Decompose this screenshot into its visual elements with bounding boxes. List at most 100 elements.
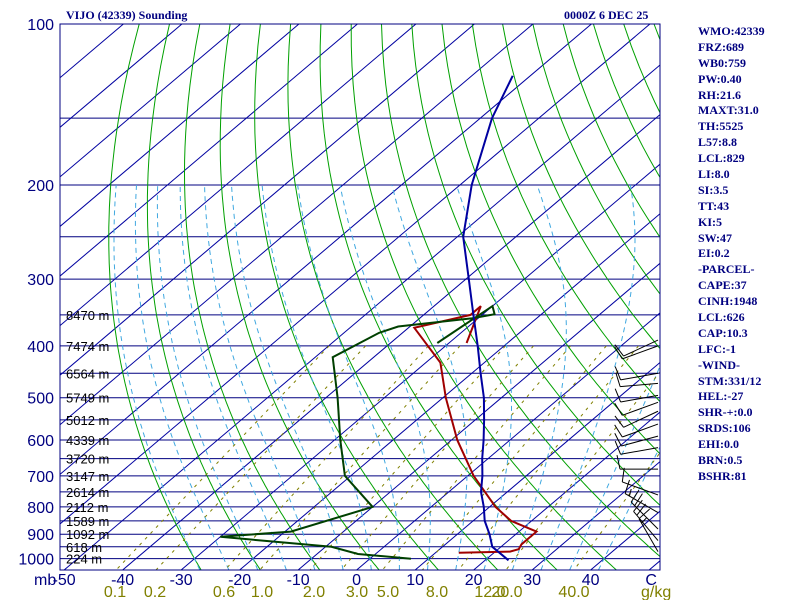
index-item: -PARCEL- [698,262,755,277]
mixing-ratio-label: 0.6 [213,584,235,600]
mixing-ratio-line [224,345,429,570]
height-label: 7474 m [66,339,109,354]
temperature-trace [462,75,514,562]
moist-adiabat [156,184,259,570]
mixing-ratio-label: 8.0 [426,584,448,600]
isotherm-line [63,64,660,570]
wind-barb [614,433,659,447]
mixing-ratio-line [458,345,639,570]
height-label: 8470 m [66,308,109,323]
plot-frame [59,23,661,571]
dry-adiabat [471,24,660,403]
dry-adiabat [183,24,321,570]
index-item: TH:5525 [698,119,744,134]
dry-adiabat [775,24,800,570]
temperature-tick-label: 40 [582,572,600,589]
mixing-ratio-unit-label: g/kg [641,584,671,600]
isotherm-line [60,24,417,327]
dry-adiabat [350,24,617,570]
isotherm-line [473,411,660,570]
stability-indices-panel: WMO:42339 FRZ:689 WB0:759 PW:0.40 RH:21.6 MAX… [698,24,765,485]
mixing-ratio-line [259,345,461,570]
height-label: 2614 m [66,485,109,500]
wind-barb [621,467,659,496]
index-item: SRDS:106 [698,421,751,436]
moist-adiabat [569,364,660,570]
moist-adiabat [113,184,201,570]
isotherm-line [60,24,475,376]
wind-barb [614,388,659,403]
pressure-tick-label: 300 [27,272,54,289]
wind-barb [630,489,659,530]
pressure-tick-label: 800 [27,500,54,517]
dry-adiabat [108,24,202,570]
pressure-tick-label: 600 [27,433,54,450]
temperature-tick-label: C [645,572,657,589]
mixing-ratio-label: 2.0 [303,584,325,600]
moist-adiabat [204,184,316,570]
index-item: LFC:-1 [698,341,736,356]
wind-barbs [614,339,659,552]
index-item: TT:43 [698,198,730,213]
index-item: CINH:1948 [698,294,758,309]
index-item: L57:8.8 [698,135,737,150]
index-item: PW:0.40 [698,71,742,86]
moist-adiabat [339,184,431,570]
mixing-ratio-line [340,345,534,570]
background-lines [60,24,800,570]
index-item: HEL:-27 [698,389,744,404]
index-item: KI:5 [698,214,722,229]
height-label: 4339 m [66,433,109,448]
moist-adiabat [540,184,636,570]
wind-barb [614,410,659,428]
index-item: SW:47 [698,230,733,245]
pressure-tick-label: 400 [27,339,54,356]
index-item: MAXT:31.0 [698,103,759,118]
temperature-tick-label: -10 [287,572,310,589]
index-item: WMO:42339 [698,24,765,38]
height-label: 224 m [66,552,102,567]
index-item: EI:0.2 [698,246,730,261]
temperature-tick-label: -30 [170,572,193,589]
mixing-ratio-line [155,345,366,570]
index-item: EHI:0.0 [698,437,740,452]
moist-adiabat [597,445,660,570]
wind-barb [614,345,659,360]
pressure-unit-label: mb [34,572,56,589]
wind-barb [614,339,659,357]
moist-adiabat [134,184,230,570]
index-item: WB0:759 [698,55,746,70]
isotherm-line [356,312,660,570]
wind-barb [615,372,659,388]
wind-barb [614,423,659,438]
index-item: SHR-+:0.0 [698,405,753,420]
height-label: 618 m [66,540,102,555]
wind-barb [633,499,659,541]
isotherm-line [180,163,660,570]
isotherm-line [60,24,358,277]
mixing-ratio-line [382,345,571,570]
temperature-tick-label: 10 [406,572,424,589]
isotherm-line [60,24,592,476]
index-item: BRN:0.5 [698,453,743,468]
dry-adiabat [319,24,558,570]
mixing-ratio-line [573,452,660,570]
dry-adiabat [146,24,261,570]
wind-barb [616,455,658,470]
isotherm-line [531,460,660,570]
pressure-tick-label: 500 [27,391,54,408]
pressure-tick-label: 900 [27,527,54,544]
isotherm-line [60,24,651,525]
moist-adiabat [261,184,372,570]
pressure-tick-label: 200 [27,178,54,195]
index-item: LCL:829 [698,151,745,166]
index-item: CAPE:37 [698,278,747,293]
mixing-ratio-line [115,345,330,570]
wind-barb [614,440,659,455]
wind-barb [614,401,659,416]
temperature-tick-label: -40 [111,572,134,589]
index-item: RH:21.6 [698,87,741,102]
pressure-tick-label: 1000 [18,552,54,569]
pressure-tick-label: 700 [27,469,54,486]
temperature-tick-label: 20 [465,572,483,589]
